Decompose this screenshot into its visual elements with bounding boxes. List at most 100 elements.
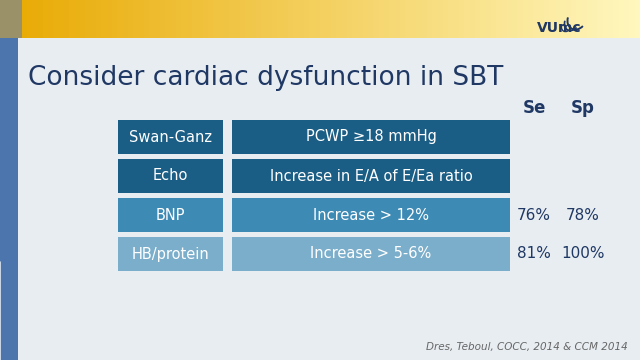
FancyBboxPatch shape xyxy=(480,0,486,38)
FancyBboxPatch shape xyxy=(197,0,204,38)
FancyBboxPatch shape xyxy=(485,0,492,38)
FancyBboxPatch shape xyxy=(432,0,438,38)
FancyBboxPatch shape xyxy=(581,0,588,38)
FancyBboxPatch shape xyxy=(43,0,49,38)
FancyBboxPatch shape xyxy=(128,0,134,38)
FancyBboxPatch shape xyxy=(53,0,60,38)
FancyBboxPatch shape xyxy=(139,0,145,38)
FancyBboxPatch shape xyxy=(101,0,108,38)
FancyBboxPatch shape xyxy=(613,0,620,38)
Text: PCWP ≥18 mmHg: PCWP ≥18 mmHg xyxy=(305,130,436,144)
FancyBboxPatch shape xyxy=(112,0,118,38)
FancyBboxPatch shape xyxy=(288,0,294,38)
FancyBboxPatch shape xyxy=(565,0,572,38)
FancyBboxPatch shape xyxy=(27,0,33,38)
FancyBboxPatch shape xyxy=(283,0,289,38)
FancyBboxPatch shape xyxy=(304,0,310,38)
FancyBboxPatch shape xyxy=(624,0,630,38)
Text: Consider cardiac dysfunction in SBT: Consider cardiac dysfunction in SBT xyxy=(28,65,504,91)
FancyBboxPatch shape xyxy=(59,0,65,38)
FancyBboxPatch shape xyxy=(232,237,510,271)
FancyBboxPatch shape xyxy=(118,159,223,193)
FancyBboxPatch shape xyxy=(560,0,566,38)
Text: 76%: 76% xyxy=(517,207,551,222)
FancyBboxPatch shape xyxy=(619,0,625,38)
FancyBboxPatch shape xyxy=(347,0,353,38)
FancyBboxPatch shape xyxy=(208,0,214,38)
FancyBboxPatch shape xyxy=(155,0,161,38)
Text: 100%: 100% xyxy=(561,247,605,261)
FancyBboxPatch shape xyxy=(384,0,390,38)
FancyBboxPatch shape xyxy=(523,0,529,38)
FancyBboxPatch shape xyxy=(320,0,326,38)
FancyBboxPatch shape xyxy=(592,0,598,38)
FancyBboxPatch shape xyxy=(96,0,102,38)
FancyBboxPatch shape xyxy=(469,0,476,38)
FancyBboxPatch shape xyxy=(37,0,44,38)
FancyBboxPatch shape xyxy=(80,0,86,38)
FancyBboxPatch shape xyxy=(299,0,305,38)
Polygon shape xyxy=(0,262,58,360)
FancyBboxPatch shape xyxy=(267,0,273,38)
FancyBboxPatch shape xyxy=(443,0,449,38)
FancyBboxPatch shape xyxy=(0,0,22,38)
Text: 78%: 78% xyxy=(566,207,600,222)
Text: HB/protein: HB/protein xyxy=(132,247,209,261)
FancyBboxPatch shape xyxy=(517,0,524,38)
FancyBboxPatch shape xyxy=(379,0,385,38)
FancyBboxPatch shape xyxy=(261,0,268,38)
FancyBboxPatch shape xyxy=(48,0,54,38)
FancyBboxPatch shape xyxy=(232,120,510,154)
FancyBboxPatch shape xyxy=(464,0,470,38)
FancyBboxPatch shape xyxy=(117,0,124,38)
FancyBboxPatch shape xyxy=(496,0,502,38)
FancyBboxPatch shape xyxy=(555,0,561,38)
FancyBboxPatch shape xyxy=(171,0,177,38)
FancyBboxPatch shape xyxy=(64,0,70,38)
FancyBboxPatch shape xyxy=(368,0,374,38)
Text: VUmc: VUmc xyxy=(537,21,582,35)
FancyBboxPatch shape xyxy=(232,159,510,193)
FancyBboxPatch shape xyxy=(475,0,481,38)
FancyBboxPatch shape xyxy=(235,0,241,38)
FancyBboxPatch shape xyxy=(336,0,342,38)
FancyBboxPatch shape xyxy=(232,198,510,232)
Text: Increase > 12%: Increase > 12% xyxy=(313,207,429,222)
FancyBboxPatch shape xyxy=(357,0,364,38)
FancyBboxPatch shape xyxy=(501,0,508,38)
FancyBboxPatch shape xyxy=(427,0,433,38)
Text: Dres, Teboul, COCC, 2014 & CCM 2014: Dres, Teboul, COCC, 2014 & CCM 2014 xyxy=(426,342,628,352)
FancyBboxPatch shape xyxy=(597,0,604,38)
FancyBboxPatch shape xyxy=(277,0,284,38)
FancyBboxPatch shape xyxy=(603,0,609,38)
Text: Sp: Sp xyxy=(571,99,595,117)
FancyBboxPatch shape xyxy=(229,0,236,38)
FancyBboxPatch shape xyxy=(213,0,220,38)
FancyBboxPatch shape xyxy=(293,0,300,38)
FancyBboxPatch shape xyxy=(459,0,465,38)
FancyBboxPatch shape xyxy=(635,0,640,38)
FancyBboxPatch shape xyxy=(0,0,6,38)
FancyBboxPatch shape xyxy=(187,0,193,38)
FancyBboxPatch shape xyxy=(453,0,460,38)
FancyBboxPatch shape xyxy=(192,0,198,38)
Text: Increase in E/A of E/Ea ratio: Increase in E/A of E/Ea ratio xyxy=(269,168,472,184)
FancyBboxPatch shape xyxy=(160,0,166,38)
Text: 81%: 81% xyxy=(517,247,551,261)
FancyBboxPatch shape xyxy=(400,0,406,38)
FancyBboxPatch shape xyxy=(165,0,172,38)
FancyBboxPatch shape xyxy=(251,0,257,38)
FancyBboxPatch shape xyxy=(69,0,76,38)
FancyBboxPatch shape xyxy=(0,38,18,360)
FancyBboxPatch shape xyxy=(341,0,348,38)
FancyBboxPatch shape xyxy=(107,0,113,38)
FancyBboxPatch shape xyxy=(539,0,545,38)
FancyBboxPatch shape xyxy=(421,0,428,38)
FancyBboxPatch shape xyxy=(5,0,12,38)
FancyBboxPatch shape xyxy=(32,0,38,38)
FancyBboxPatch shape xyxy=(549,0,556,38)
FancyBboxPatch shape xyxy=(325,0,332,38)
FancyBboxPatch shape xyxy=(123,0,129,38)
FancyBboxPatch shape xyxy=(133,0,140,38)
FancyBboxPatch shape xyxy=(149,0,156,38)
